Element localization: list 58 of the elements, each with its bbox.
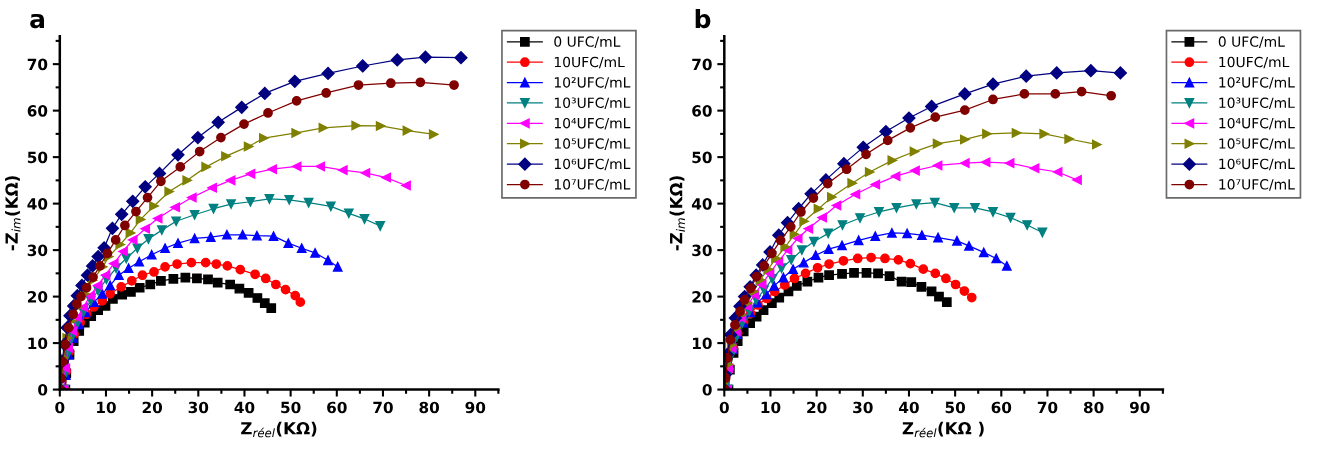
legend-label: 10²UFC/mL [554,77,631,89]
legend-label: 10⁴UFC/mL [1219,117,1295,130]
x-tick-label: 50 [281,401,301,414]
legend-label: 10⁶UFC/mL [554,158,631,171]
x-tick-label: 70 [373,401,393,414]
y-tick-label: 40 [27,198,48,210]
legend-label: 10²UFC/mL [1219,77,1295,89]
legend-label: 10⁷UFC/mL [1219,179,1295,191]
y-tick-label: 40 [691,198,712,210]
x-tick-label: 0 [719,401,729,414]
x-tick-label: 50 [945,401,966,414]
legend-label: 10⁴UFC/mL [554,117,631,130]
x-tick-label: 30 [853,401,873,414]
x-axis-title: Z$_{réel}$(KΩ ) [902,421,984,438]
legend-label: 10⁵UFC/mL [1219,138,1295,150]
x-tick-label: 80 [419,401,440,414]
legend-label: 10⁵UFC/mL [554,138,631,150]
y-tick-label: 10 [692,337,712,350]
x-tick-label: 70 [1037,401,1058,414]
x-tick-label: 40 [234,401,255,414]
x-tick-label: 80 [1083,401,1104,414]
x-axis-title: Z$_{réel}$(KΩ) [241,421,317,438]
x-tick-label: 40 [899,401,919,414]
legend-label: 0 UFC/mL [1218,36,1285,48]
x-tick-label: 10 [761,401,781,414]
legend-label: 0 UFC/mL [554,36,621,48]
y-tick-label: 0 [38,384,48,396]
chart-title: a [30,13,45,29]
x-tick-label: 60 [991,401,1012,414]
legend-label: 10³UFC/mL [554,97,631,110]
y-tick-label: 20 [692,291,712,303]
legend-label: 10UFC/mL [554,56,625,69]
legend-label: 10UFC/mL [1219,56,1290,69]
y-tick-label: 60 [692,105,712,117]
y-tick-label: 30 [692,244,712,257]
legend-label: 10⁶UFC/mL [1219,158,1295,171]
x-tick-label: 0 [55,401,65,414]
y-tick-label: 10 [28,337,48,350]
x-tick-label: 20 [807,401,827,414]
y-tick-label: 70 [27,58,48,71]
legend-label: 10³UFC/mL [1219,97,1295,110]
chart-title: b [695,8,711,29]
y-tick-label: 60 [27,105,48,117]
x-tick-label: 30 [188,401,209,414]
y-tick-label: 50 [692,151,712,164]
y-axis-title: -Z$_{im}$(KΩ) [669,176,685,251]
x-tick-label: 10 [97,401,116,414]
y-tick-label: 0 [702,384,712,396]
x-tick-label: 90 [465,401,486,414]
legend-label: 10⁷UFC/mL [554,179,631,191]
x-tick-label: 90 [1129,401,1150,414]
y-tick-label: 30 [27,244,48,257]
y-tick-label: 70 [692,58,712,71]
x-tick-label: 20 [142,401,163,414]
y-axis-title: -Z$_{im}$(KΩ) [5,176,21,251]
x-tick-label: 60 [327,401,347,414]
y-tick-label: 50 [27,151,48,164]
y-tick-label: 20 [27,291,48,303]
